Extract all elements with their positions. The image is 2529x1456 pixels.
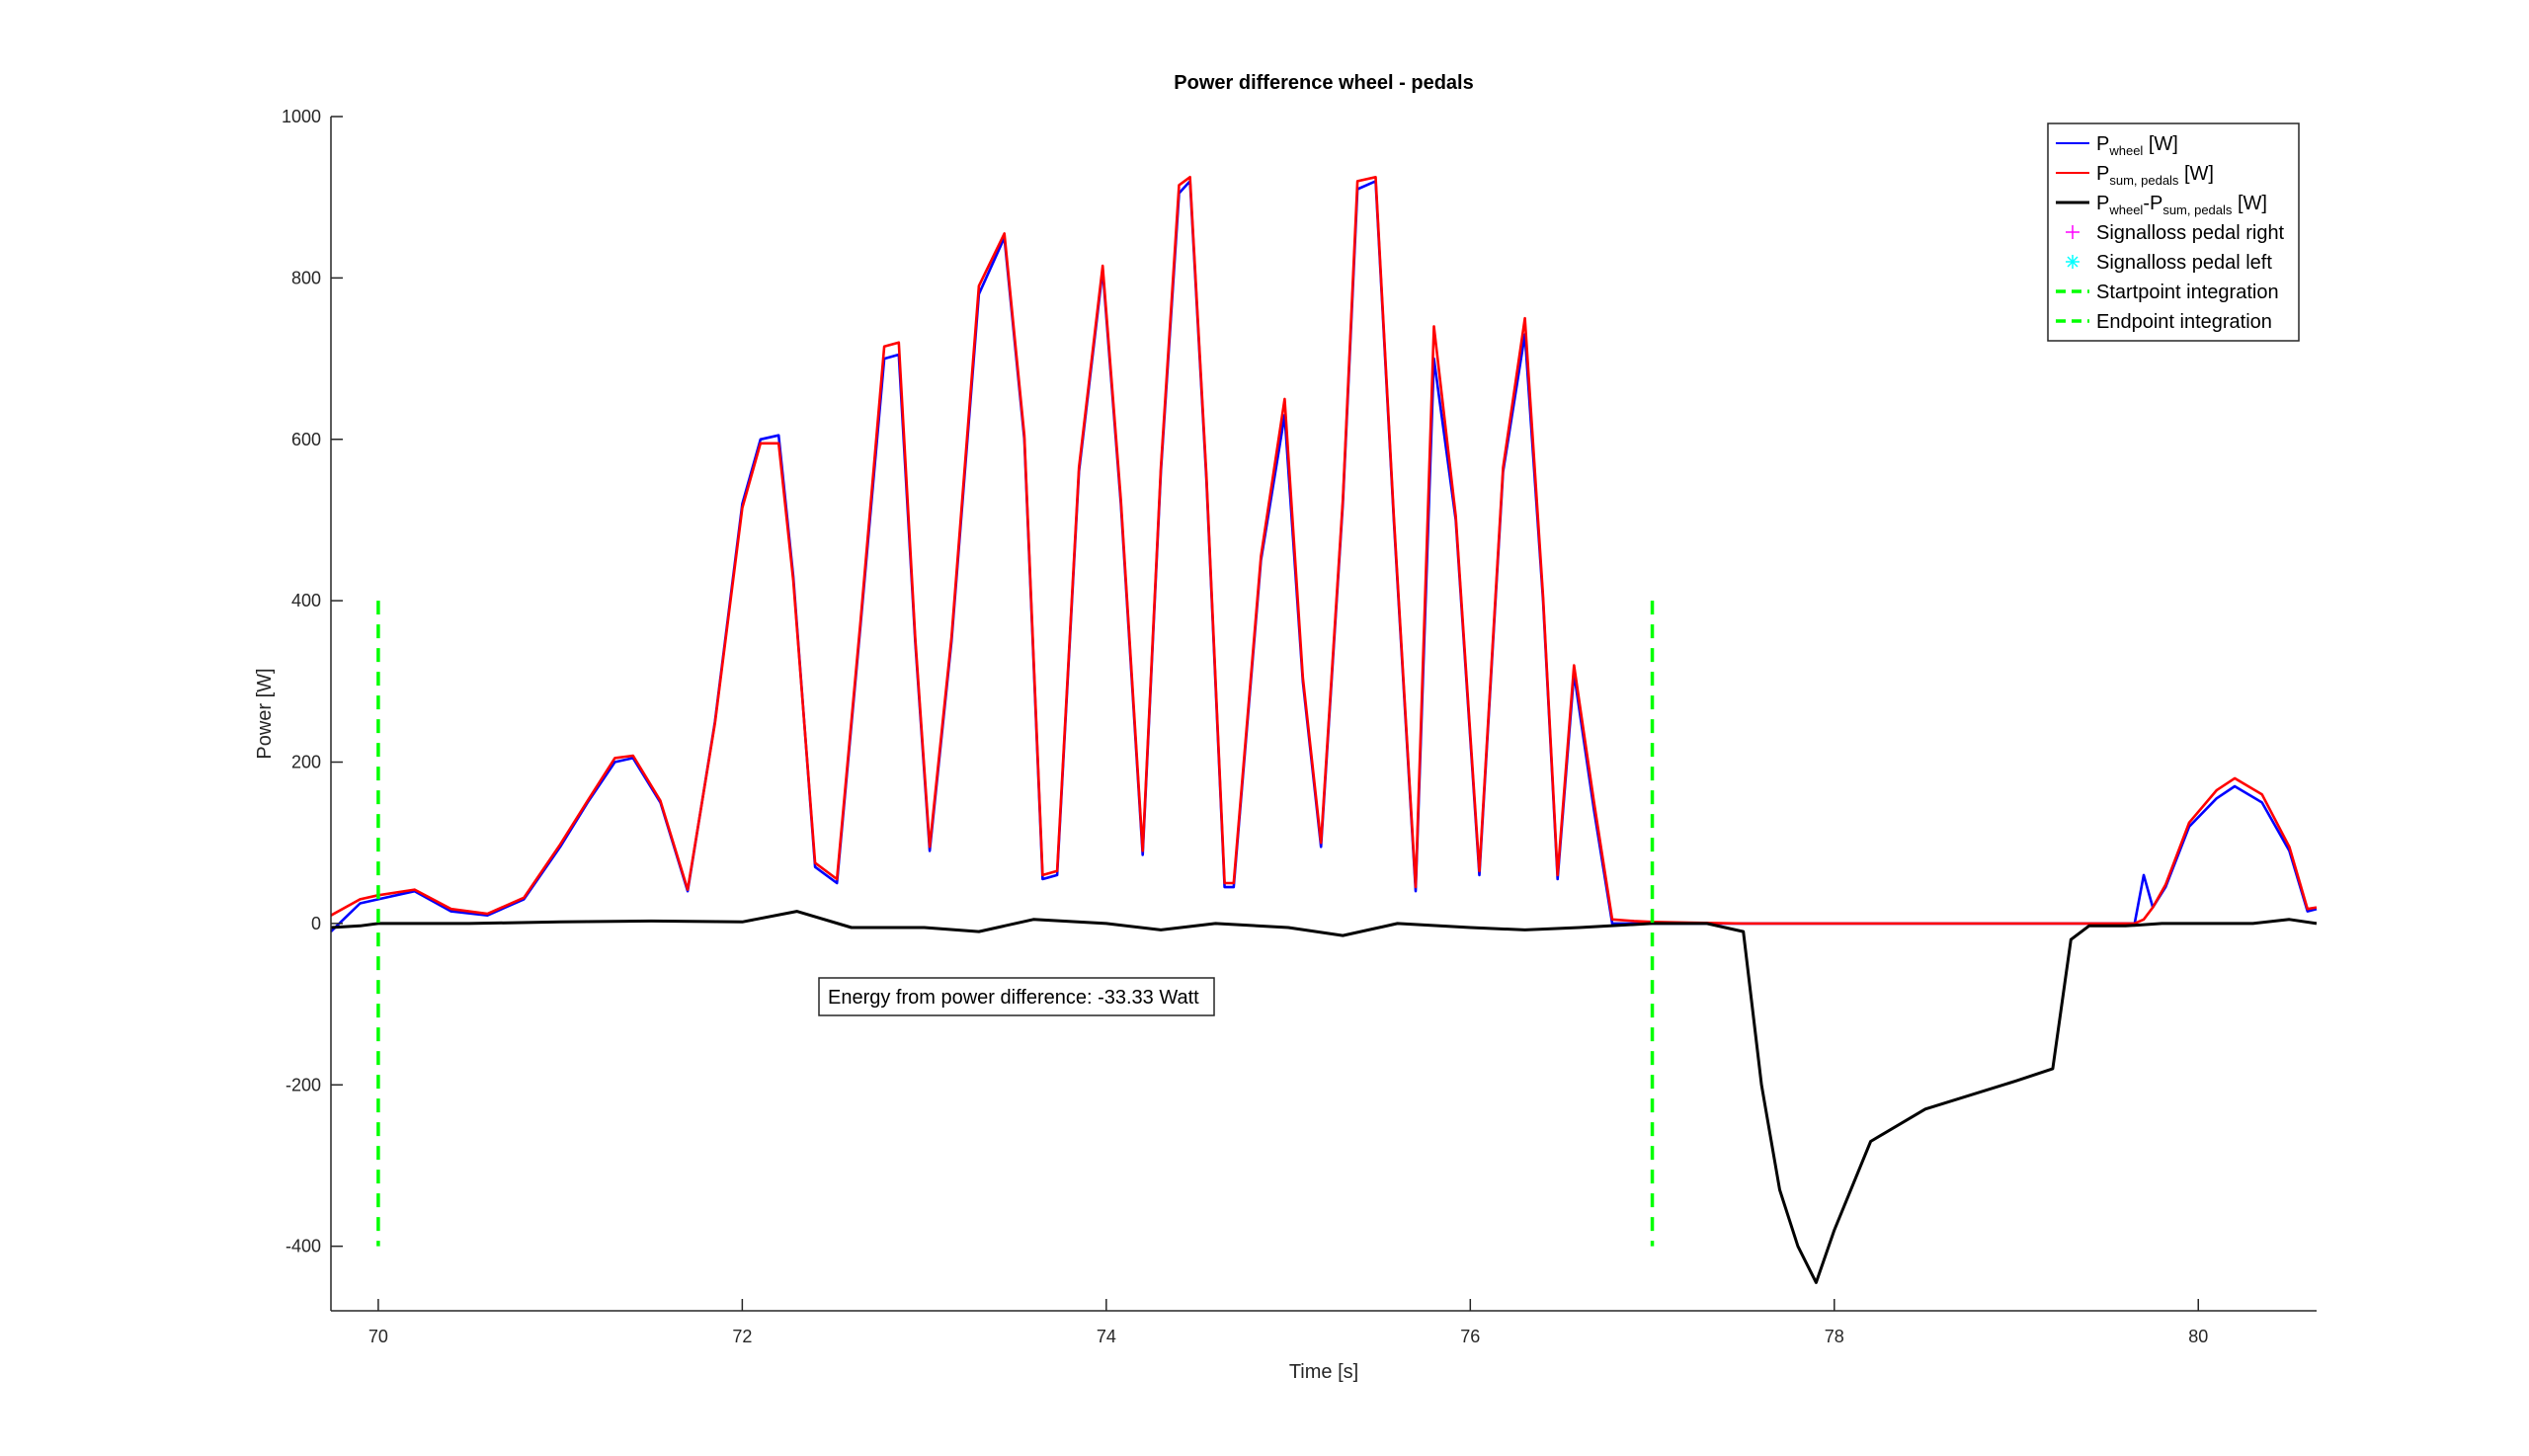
y-tick-label: 200 [291, 753, 321, 772]
x-tick-label: 80 [2188, 1327, 2208, 1346]
y-tick-label: -200 [286, 1075, 321, 1094]
x-tick-label: 74 [1097, 1327, 1116, 1346]
legend-label-difference: Pwheel-Psum, pedals [W] [2096, 193, 2267, 217]
plot-area [330, 176, 2318, 1284]
legend-label-part: wheel [2108, 202, 2143, 217]
legend-label-part: sum, pedals [2109, 173, 2179, 188]
y-axis-label: Power [W] [254, 668, 276, 759]
legend: Pwheel [W]Psum, pedals [W]Pwheel-Psum, p… [2047, 122, 2300, 342]
series-pedals-line [330, 176, 2318, 926]
y-tick-label: 800 [291, 268, 321, 287]
legend-label-part: [W] [2143, 133, 2178, 155]
legend-swatch-signalloss_right [2066, 225, 2080, 239]
x-tick-label: 70 [368, 1327, 388, 1346]
legend-label-endpoint: Endpoint integration [2096, 311, 2272, 333]
legend-asterisk-stroke [2067, 256, 2079, 268]
legend-swatch-signalloss_left [2066, 255, 2080, 269]
legend-label-signalloss_right: Signalloss pedal right [2096, 222, 2285, 244]
y-tick-label: -400 [286, 1237, 321, 1256]
legend-label-part: P [2096, 163, 2109, 185]
x-tick-label: 78 [1825, 1327, 1844, 1346]
legend-label-part: P [2096, 193, 2109, 214]
legend-label-wheel: Pwheel [W] [2096, 133, 2178, 158]
legend-label-part: -P [2143, 193, 2162, 214]
y-tick-label: 600 [291, 430, 321, 449]
annotation-frame [818, 977, 1215, 1016]
annotation-text: Energy from power difference: -33.33 Wat… [828, 987, 1199, 1009]
y-tick-label: 1000 [282, 107, 321, 126]
axes: 70 72 74 76 78 80 -400 -200 0 200 400 600 800 1000 [282, 107, 2317, 1346]
legend-label-startpoint: Startpoint integration [2096, 282, 2279, 303]
legend-frame [2047, 122, 2300, 342]
x-tick-label: 76 [1460, 1327, 1480, 1346]
legend-label-signalloss_left: Signalloss pedal left [2096, 252, 2272, 274]
y-tick-label: 0 [311, 914, 321, 933]
legend-label-pedals: Psum, pedals [W] [2096, 163, 2214, 188]
annotation-box: Energy from power difference: -33.33 Wat… [818, 977, 1215, 1016]
chart-title: Power difference wheel - pedals [1174, 72, 1473, 94]
legend-label-part: wheel [2108, 143, 2143, 158]
legend-label-part: sum, pedals [2162, 202, 2233, 217]
series-difference-line [330, 910, 2318, 1284]
legend-label-part: [W] [2178, 163, 2214, 185]
legend-label-part: [W] [2232, 193, 2267, 214]
y-tick-label: 400 [291, 591, 321, 610]
legend-label-part: P [2096, 133, 2109, 155]
x-axis-label: Time [s] [1289, 1361, 1358, 1383]
x-tick-label: 72 [732, 1327, 752, 1346]
